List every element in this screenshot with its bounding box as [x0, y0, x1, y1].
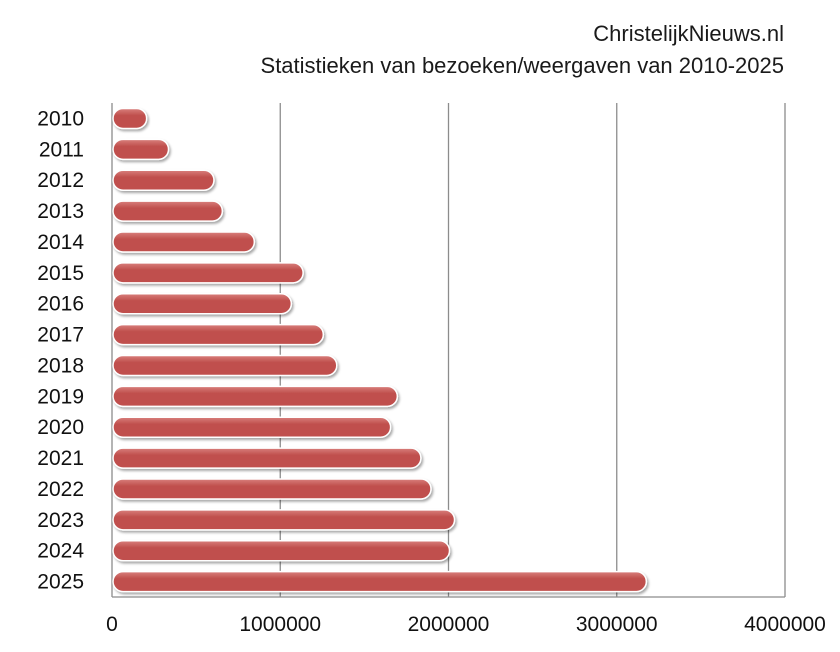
bar-2024 — [112, 539, 451, 562]
x-tick-label-4000000: 4000000 — [744, 613, 826, 636]
bar-2010 — [112, 107, 148, 130]
chart-title: ChristelijkNieuws.nl — [593, 21, 784, 46]
y-tick-label-2021: 2021 — [37, 447, 84, 470]
chart-subtitle: Statistieken van bezoeken/weergaven van … — [260, 53, 784, 78]
y-tick-label-2013: 2013 — [37, 200, 84, 223]
y-tick-label-2018: 2018 — [37, 354, 84, 377]
bar-2021 — [112, 447, 422, 469]
chart-title-block: ChristelijkNieuws.nl Statistieken van be… — [261, 18, 784, 82]
bar-2020 — [112, 416, 392, 438]
y-tick-label-2011: 2011 — [39, 138, 84, 161]
x-axis-tick-labels: 0 1000000 2000000 3000000 4000000 — [106, 613, 826, 636]
y-tick-label-2014: 2014 — [37, 231, 84, 254]
bar-2014 — [112, 231, 256, 253]
y-tick-label-2010: 2010 — [37, 107, 84, 130]
bar-2022 — [112, 478, 432, 500]
y-tick-label-2016: 2016 — [37, 293, 84, 316]
x-tick-label-1000000: 1000000 — [239, 613, 321, 636]
x-tick-label-0: 0 — [106, 613, 118, 636]
bar-2011 — [112, 138, 170, 161]
bar-2025 — [112, 570, 648, 593]
y-tick-label-2020: 2020 — [37, 416, 84, 439]
y-tick-label-2017: 2017 — [37, 324, 84, 347]
bars — [112, 107, 648, 593]
bar-2019 — [112, 385, 399, 408]
x-tick-label-2000000: 2000000 — [408, 613, 490, 636]
y-tick-label-2022: 2022 — [37, 478, 84, 501]
y-tick-label-2015: 2015 — [37, 262, 84, 285]
y-tick-label-2025: 2025 — [37, 571, 84, 594]
bar-2013 — [112, 200, 224, 222]
y-axis-tick-labels: 2010 2011 2012 2013 2014 2015 2016 2017 2018 2019… — [37, 107, 84, 593]
x-tick-label-3000000: 3000000 — [576, 613, 658, 636]
bar-2015 — [112, 262, 304, 284]
bar-2023 — [112, 509, 456, 531]
bar-2018 — [112, 354, 338, 377]
y-tick-label-2023: 2023 — [37, 509, 84, 532]
y-tick-label-2024: 2024 — [37, 540, 84, 563]
y-tick-label-2012: 2012 — [37, 169, 84, 192]
bar-2016 — [112, 292, 293, 315]
bar-2012 — [112, 169, 215, 191]
bar-2017 — [112, 323, 325, 346]
y-tick-label-2019: 2019 — [37, 385, 84, 408]
